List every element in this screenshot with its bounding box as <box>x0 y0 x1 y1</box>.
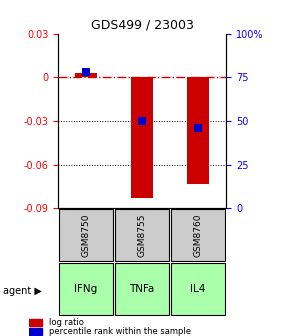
Text: agent ▶: agent ▶ <box>3 286 42 296</box>
Title: GDS499 / 23003: GDS499 / 23003 <box>91 18 193 31</box>
FancyBboxPatch shape <box>59 263 113 315</box>
Text: GSM8760: GSM8760 <box>194 213 203 257</box>
Bar <box>131 77 153 198</box>
FancyBboxPatch shape <box>171 263 225 315</box>
Text: IL4: IL4 <box>191 284 206 294</box>
Bar <box>194 124 202 132</box>
Bar <box>138 117 146 125</box>
Text: percentile rank within the sample: percentile rank within the sample <box>49 327 191 336</box>
Bar <box>187 77 209 183</box>
Bar <box>29 328 42 335</box>
Text: TNFa: TNFa <box>129 284 155 294</box>
Text: GSM8755: GSM8755 <box>137 213 147 257</box>
Text: log ratio: log ratio <box>49 318 84 327</box>
FancyBboxPatch shape <box>115 263 169 315</box>
Bar <box>75 73 97 77</box>
Text: IFNg: IFNg <box>75 284 98 294</box>
FancyBboxPatch shape <box>115 209 169 261</box>
FancyBboxPatch shape <box>171 209 225 261</box>
Text: GSM8750: GSM8750 <box>81 213 90 257</box>
Bar <box>29 319 42 326</box>
FancyBboxPatch shape <box>59 209 113 261</box>
Bar <box>82 69 90 76</box>
